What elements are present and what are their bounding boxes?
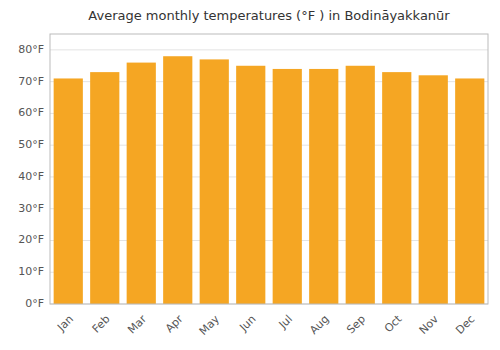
y-tick-label: 40°F <box>18 170 44 183</box>
bars <box>54 56 485 304</box>
y-tick-label: 20°F <box>18 233 44 246</box>
y-tick-label: 60°F <box>18 106 44 119</box>
bar <box>455 78 484 304</box>
bar <box>54 78 83 304</box>
x-tick-label: Sep <box>344 313 368 337</box>
bar <box>200 59 229 304</box>
x-tick-label: May <box>197 312 223 338</box>
page: {"chart_data": {"type": "bar", "title": … <box>0 0 500 350</box>
x-tick-label: Nov <box>417 312 442 337</box>
bar <box>236 66 265 304</box>
title: Average monthly temperatures (°F ) in Bo… <box>88 8 450 23</box>
x-tick-label: Mar <box>125 312 149 336</box>
y-tick-label: 0°F <box>25 297 44 310</box>
bar <box>382 72 411 304</box>
x-tick-label: Apr <box>163 312 186 335</box>
bar <box>163 56 192 304</box>
bar <box>273 69 302 304</box>
y-axis: 0°F 10°F 20°F 30°F 40°F 50°F 60°F 70°F 80°F <box>18 43 44 310</box>
x-tick-label: Aug <box>307 313 331 337</box>
x-tick-label: Jul <box>276 313 295 332</box>
y-tick-label: 70°F <box>18 75 44 88</box>
bar <box>346 66 375 304</box>
grid <box>50 50 488 304</box>
chart: Average monthly temperatures (°F ) in Bo… <box>0 0 500 350</box>
bar <box>127 63 156 304</box>
x-tick-label: Jun <box>236 313 258 335</box>
plot-frame <box>50 34 488 304</box>
x-tick-label: Dec <box>453 313 477 337</box>
bar <box>309 69 338 304</box>
y-tick-label: 10°F <box>18 265 44 278</box>
x-tick-label: Feb <box>90 313 113 336</box>
x-tick-label: Jan <box>54 313 76 335</box>
y-tick-label: 80°F <box>18 43 44 56</box>
grid-line <box>50 49 488 50</box>
y-tick-label: 30°F <box>18 202 44 215</box>
x-tick-label: Oct <box>382 312 405 335</box>
x-axis: Jan Feb Mar Apr May Jun Jul Aug Sep Oct Nov Dec <box>54 312 477 338</box>
y-tick-label: 50°F <box>18 138 44 151</box>
bar <box>419 75 448 304</box>
bar <box>90 72 119 304</box>
